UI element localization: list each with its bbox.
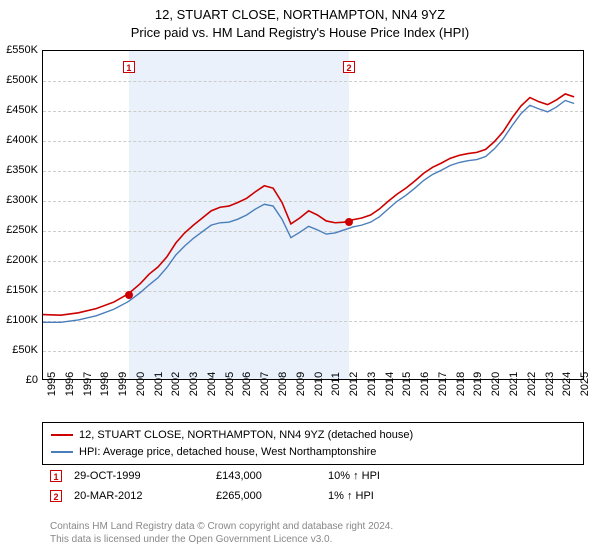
x-axis-label: 2000 bbox=[135, 372, 147, 396]
y-axis-label: £50K bbox=[2, 344, 38, 356]
sale-hpi-delta: 1% ↑ HPI bbox=[328, 490, 428, 502]
x-axis-label: 2025 bbox=[579, 372, 591, 396]
x-axis-label: 1995 bbox=[46, 372, 58, 396]
legend-label: 12, STUART CLOSE, NORTHAMPTON, NN4 9YZ (… bbox=[79, 427, 413, 444]
x-axis-label: 2001 bbox=[153, 372, 165, 396]
x-axis-label: 1999 bbox=[117, 372, 129, 396]
x-axis-label: 2022 bbox=[526, 372, 538, 396]
sale-marker-box: 2 bbox=[343, 61, 355, 73]
sale-marker-dot bbox=[345, 218, 353, 226]
sale-price: £265,000 bbox=[216, 490, 316, 502]
title-line-2: Price paid vs. HM Land Registry's House … bbox=[0, 24, 600, 42]
x-axis-label: 2006 bbox=[241, 372, 253, 396]
sale-marker-dot bbox=[125, 291, 133, 299]
x-axis-label: 1998 bbox=[99, 372, 111, 396]
sale-hpi-delta: 10% ↑ HPI bbox=[328, 470, 428, 482]
plot-area: 12 bbox=[42, 50, 584, 380]
x-axis-label: 1996 bbox=[64, 372, 76, 396]
x-axis-label: 2017 bbox=[437, 372, 449, 396]
chart-container: 12, STUART CLOSE, NORTHAMPTON, NN4 9YZ P… bbox=[0, 0, 600, 560]
y-axis-label: £400K bbox=[2, 134, 38, 146]
footer-line-2: This data is licensed under the Open Gov… bbox=[50, 533, 393, 546]
x-axis-label: 2019 bbox=[472, 372, 484, 396]
y-axis-label: £200K bbox=[2, 254, 38, 266]
series-line bbox=[43, 94, 574, 315]
legend-label: HPI: Average price, detached house, West… bbox=[79, 444, 376, 461]
y-axis-label: £0 bbox=[2, 374, 38, 386]
y-axis-label: £150K bbox=[2, 284, 38, 296]
x-axis-label: 2007 bbox=[259, 372, 271, 396]
sale-price: £143,000 bbox=[216, 470, 316, 482]
x-axis-label: 2004 bbox=[206, 372, 218, 396]
x-axis-label: 1997 bbox=[82, 372, 94, 396]
y-axis-label: £500K bbox=[2, 74, 38, 86]
x-axis-label: 2003 bbox=[188, 372, 200, 396]
sale-row: 1 29-OCT-1999 £143,000 10% ↑ HPI bbox=[42, 466, 584, 486]
plot-svg bbox=[43, 51, 583, 379]
sale-date: 29-OCT-1999 bbox=[74, 470, 204, 482]
sale-marker-ref: 1 bbox=[50, 470, 62, 482]
sales-table: 1 29-OCT-1999 £143,000 10% ↑ HPI 2 20-MAR-201… bbox=[42, 466, 584, 506]
y-axis-label: £100K bbox=[2, 314, 38, 326]
x-axis-label: 2015 bbox=[401, 372, 413, 396]
x-axis-label: 2011 bbox=[330, 372, 342, 396]
legend-item: 12, STUART CLOSE, NORTHAMPTON, NN4 9YZ (… bbox=[51, 427, 575, 444]
x-axis-label: 2018 bbox=[455, 372, 467, 396]
y-axis-label: £450K bbox=[2, 104, 38, 116]
sale-row: 2 20-MAR-2012 £265,000 1% ↑ HPI bbox=[42, 486, 584, 506]
footer-attribution: Contains HM Land Registry data © Crown c… bbox=[50, 520, 393, 546]
x-axis-label: 2016 bbox=[419, 372, 431, 396]
x-axis-label: 2009 bbox=[295, 372, 307, 396]
legend-swatch bbox=[51, 451, 73, 453]
sale-marker-box: 1 bbox=[123, 61, 135, 73]
legend-box: 12, STUART CLOSE, NORTHAMPTON, NN4 9YZ (… bbox=[42, 422, 584, 465]
x-axis-label: 2012 bbox=[348, 372, 360, 396]
legend-item: HPI: Average price, detached house, West… bbox=[51, 444, 575, 461]
x-axis-label: 2020 bbox=[490, 372, 502, 396]
sale-date: 20-MAR-2012 bbox=[74, 490, 204, 502]
x-axis-label: 2013 bbox=[366, 372, 378, 396]
y-axis-label: £300K bbox=[2, 194, 38, 206]
x-axis-label: 2005 bbox=[224, 372, 236, 396]
x-axis-label: 2002 bbox=[170, 372, 182, 396]
title-line-1: 12, STUART CLOSE, NORTHAMPTON, NN4 9YZ bbox=[0, 6, 600, 24]
x-axis-label: 2008 bbox=[277, 372, 289, 396]
y-axis-label: £250K bbox=[2, 224, 38, 236]
legend-swatch bbox=[51, 434, 73, 436]
x-axis-label: 2024 bbox=[561, 372, 573, 396]
x-axis-label: 2014 bbox=[384, 372, 396, 396]
footer-line-1: Contains HM Land Registry data © Crown c… bbox=[50, 520, 393, 533]
x-axis-label: 2010 bbox=[313, 372, 325, 396]
y-axis-label: £350K bbox=[2, 164, 38, 176]
chart-title: 12, STUART CLOSE, NORTHAMPTON, NN4 9YZ P… bbox=[0, 0, 600, 42]
sale-marker-ref: 2 bbox=[50, 490, 62, 502]
x-axis-label: 2021 bbox=[508, 372, 520, 396]
y-axis-label: £550K bbox=[2, 44, 38, 56]
x-axis-label: 2023 bbox=[544, 372, 556, 396]
